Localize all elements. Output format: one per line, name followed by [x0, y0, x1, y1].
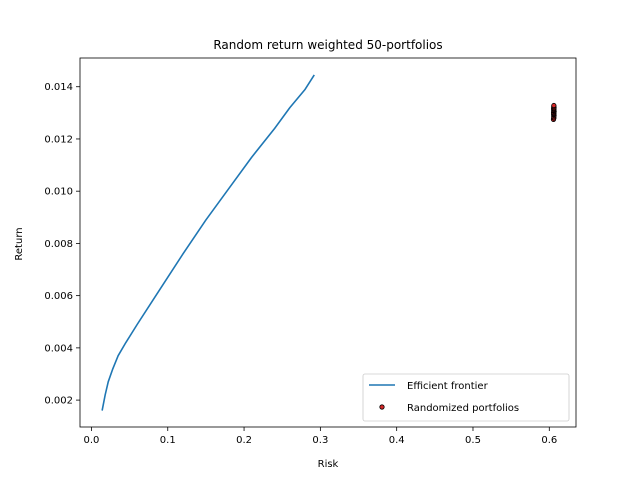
y-tick-label: 0.008	[44, 239, 73, 250]
chart-title: Random return weighted 50-portfolios	[213, 38, 442, 52]
y-tick-label: 0.006	[44, 291, 73, 302]
x-tick-label: 0.0	[83, 435, 99, 446]
legend-label-efficient-frontier: Efficient frontier	[407, 381, 489, 392]
series-line-efficient-frontier	[101, 74, 315, 411]
legend-label-randomized-portfolios: Randomized portfolios	[407, 403, 519, 414]
x-tick-label: 0.5	[465, 435, 481, 446]
x-tick-label: 0.2	[236, 435, 252, 446]
x-tick-label: 0.4	[389, 435, 405, 446]
y-tick-label: 0.002	[44, 396, 73, 407]
x-axis: 0.0 0.1 0.2 0.3 0.4 0.5 0.6	[83, 427, 557, 446]
legend: Efficient frontier Randomized portfolios	[362, 373, 570, 422]
plot-frame	[79, 57, 577, 428]
y-tick-label: 0.014	[44, 82, 73, 93]
plot-area	[79, 57, 577, 428]
y-tick-label: 0.004	[44, 343, 73, 354]
y-axis-label: Return	[14, 227, 25, 260]
x-tick-label: 0.3	[312, 435, 328, 446]
x-tick-label: 0.6	[541, 435, 557, 446]
legend-swatch-randomized-portfolios	[379, 404, 385, 410]
x-tick-label: 0.1	[160, 435, 176, 446]
y-tick-label: 0.012	[44, 134, 73, 145]
legend-box	[362, 373, 570, 422]
y-axis: 0.002 0.004 0.006 0.008 0.010 0.012 0.014	[44, 82, 80, 407]
y-tick-label: 0.010	[44, 187, 73, 198]
x-axis-label: Risk	[318, 459, 339, 470]
scatter-point	[551, 102, 557, 109]
